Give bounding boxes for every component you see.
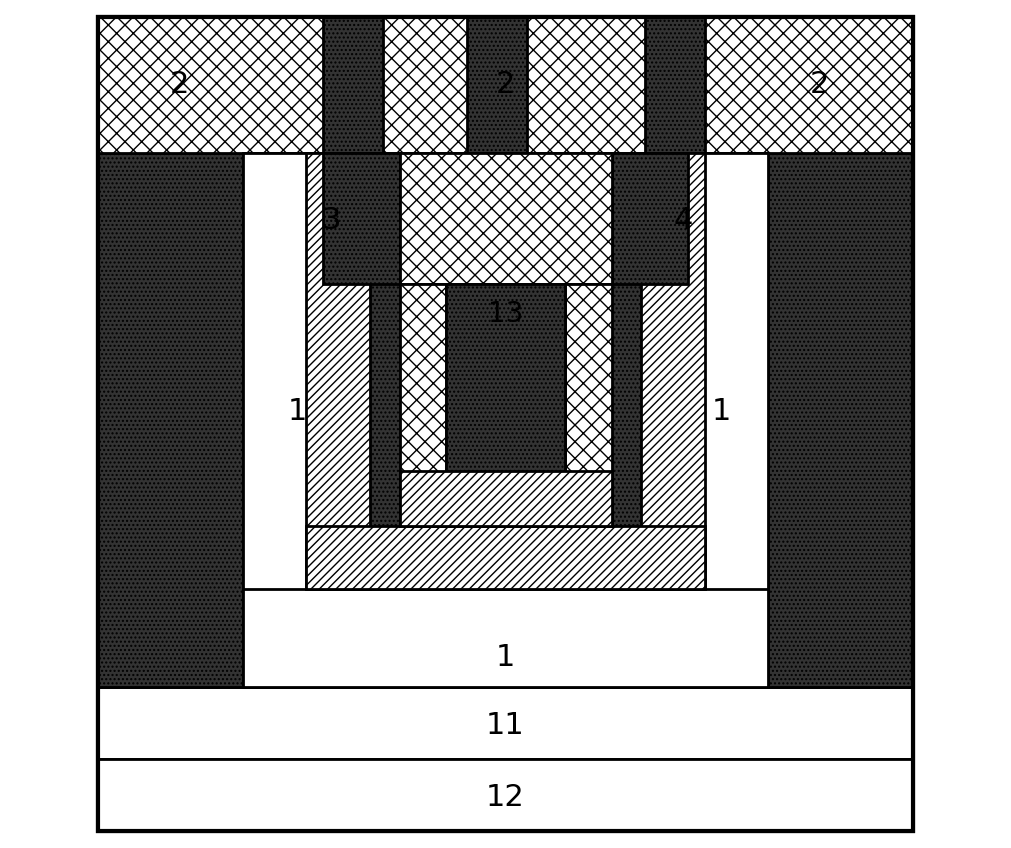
Bar [98, 17, 913, 153]
Bar [467, 17, 527, 153]
Text: 3: 3 [321, 206, 342, 235]
Text: 1: 1 [712, 397, 731, 426]
Bar [98, 153, 913, 687]
Bar [324, 17, 382, 153]
Bar [645, 17, 705, 153]
Bar [641, 153, 705, 589]
Bar [306, 526, 705, 589]
Text: 1: 1 [288, 397, 307, 426]
Text: 13: 13 [488, 299, 523, 328]
Text: 12: 12 [486, 783, 525, 812]
Bar [446, 284, 565, 526]
Text: 4: 4 [674, 206, 694, 235]
Bar [399, 153, 612, 284]
Text: 2: 2 [810, 70, 829, 99]
Text: 2: 2 [169, 70, 189, 99]
Bar [399, 284, 446, 526]
Bar [243, 153, 306, 687]
Bar [705, 153, 768, 687]
Bar [243, 589, 768, 687]
Bar [243, 153, 324, 687]
Text: 2: 2 [495, 70, 516, 99]
Text: 11: 11 [486, 711, 525, 739]
Bar [98, 687, 913, 759]
Bar [612, 153, 687, 284]
Bar [399, 471, 612, 526]
Text: 1: 1 [495, 643, 516, 672]
Bar [687, 153, 768, 687]
Bar [324, 153, 399, 284]
Bar [98, 759, 913, 831]
Bar [565, 284, 612, 526]
Bar [306, 153, 370, 589]
